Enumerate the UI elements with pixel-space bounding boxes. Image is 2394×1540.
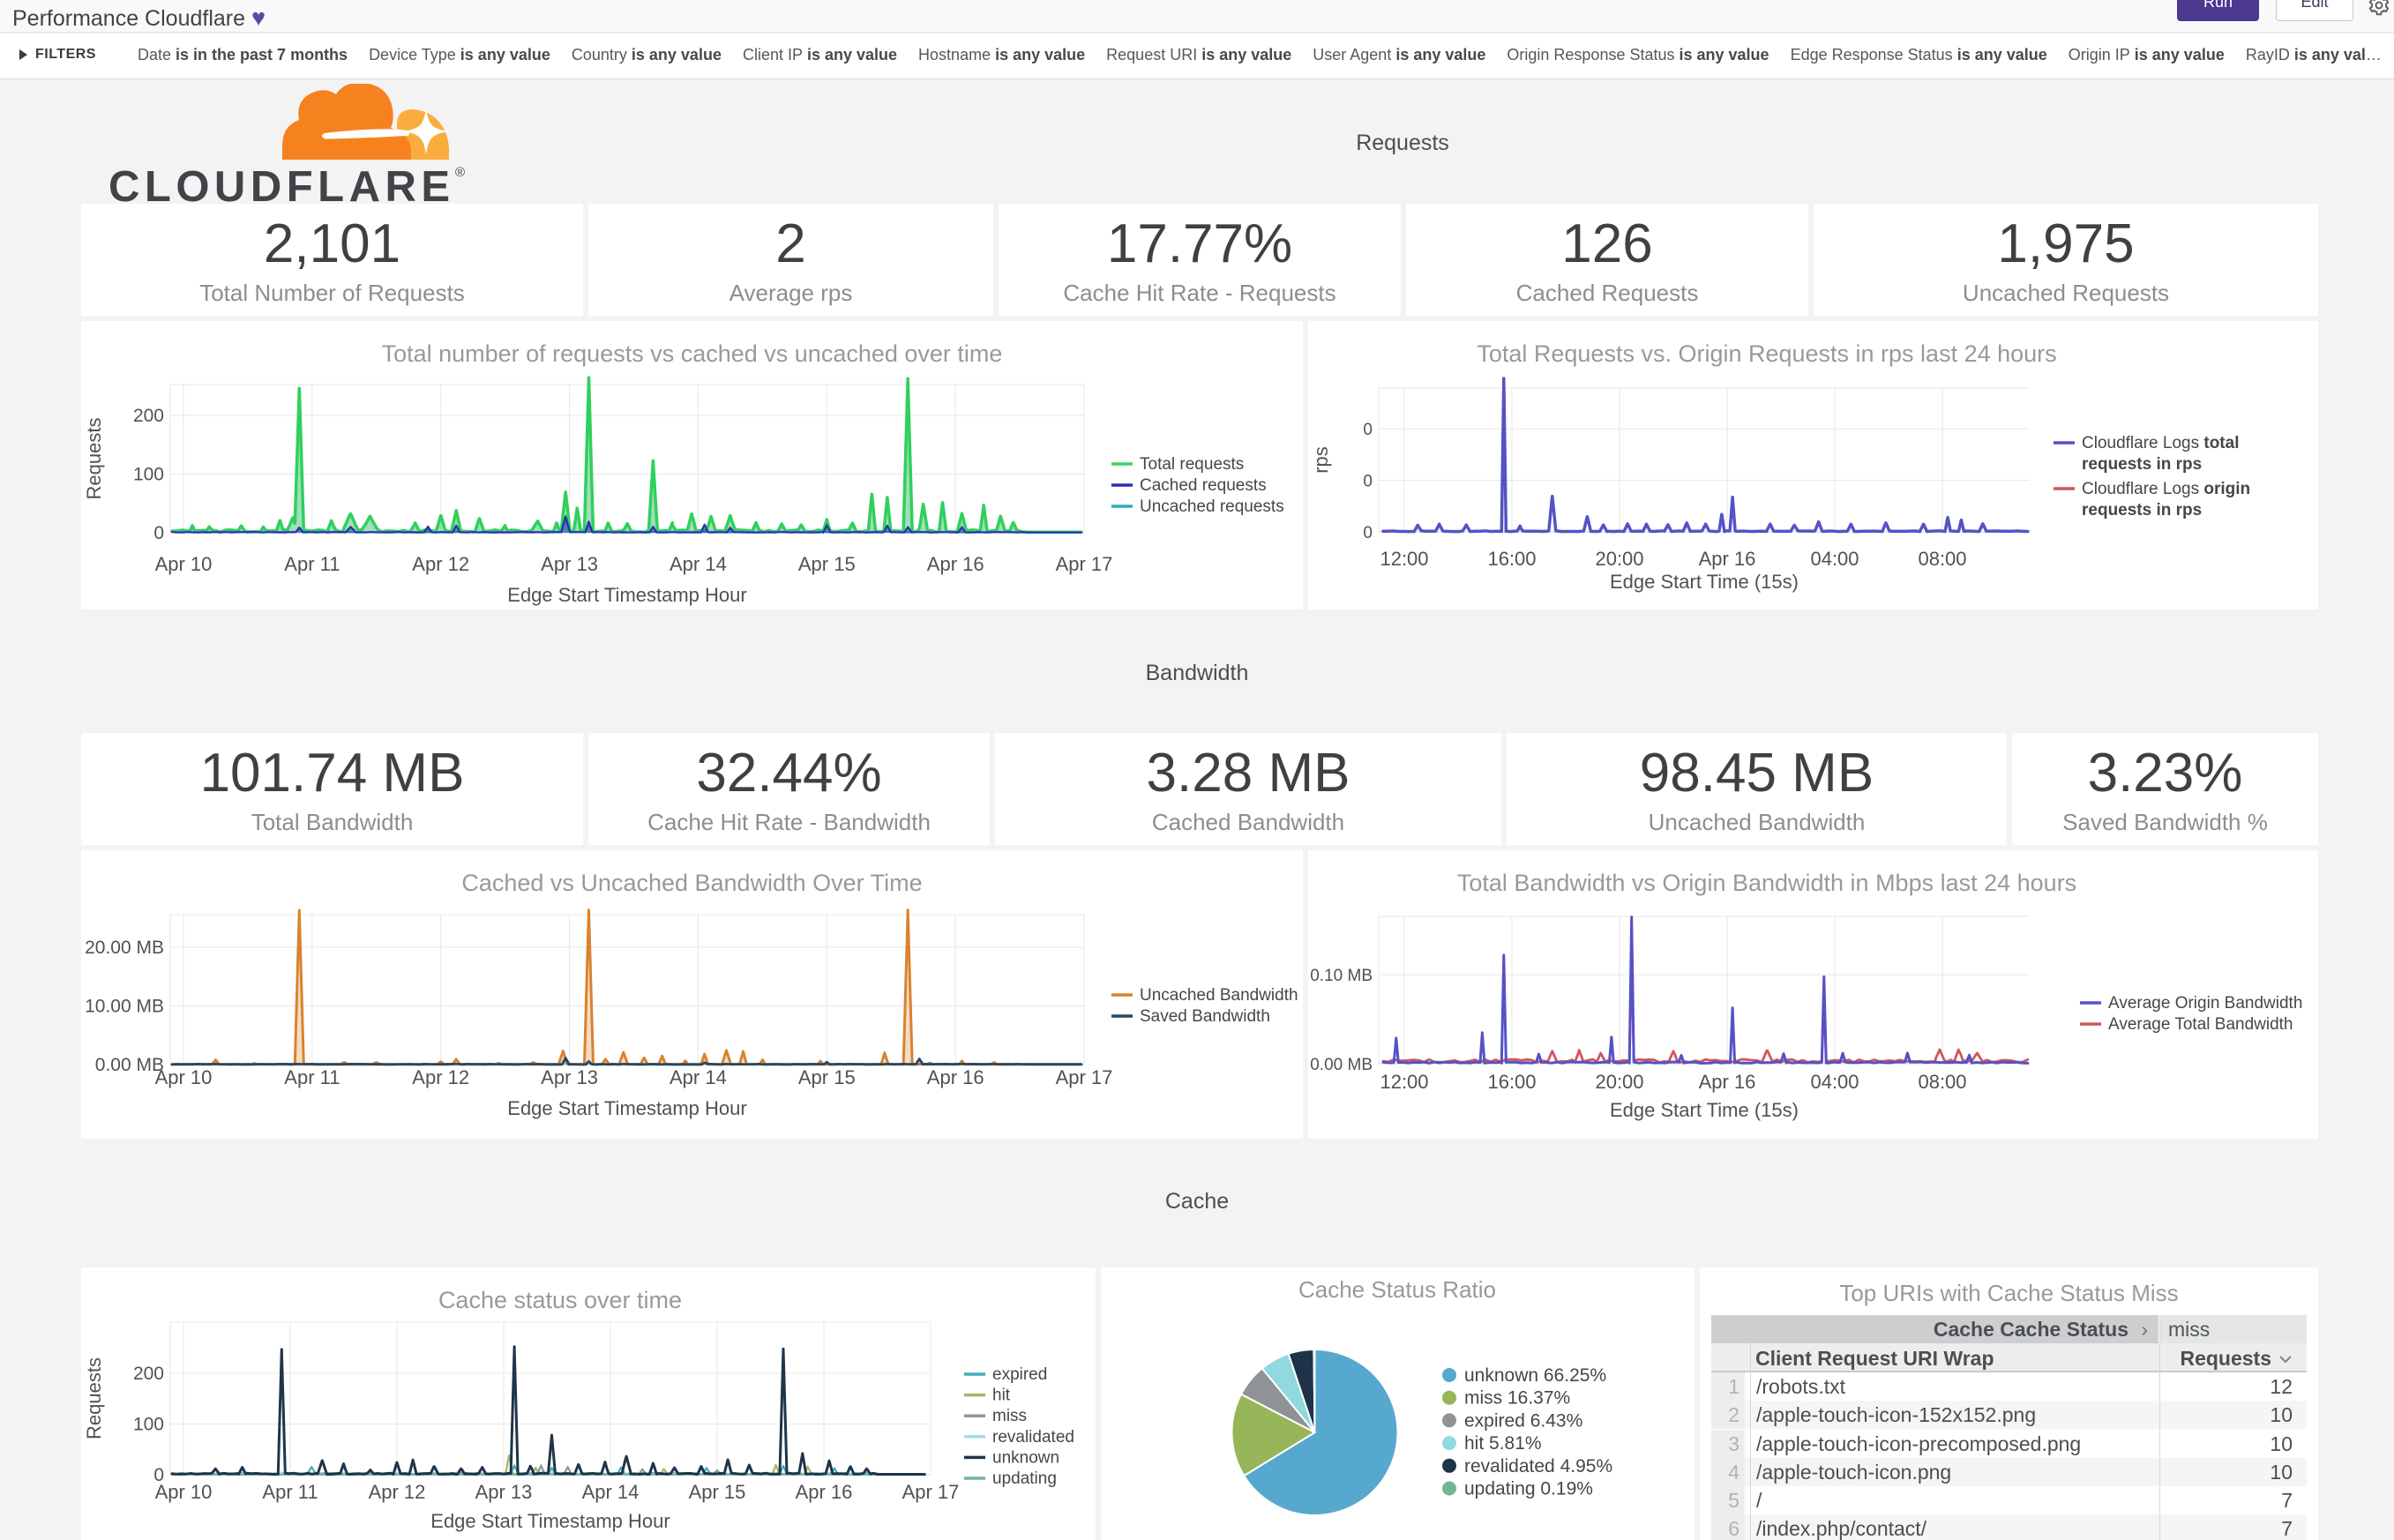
svg-text:08:00: 08:00 [1918,548,1966,570]
svg-text:Average Origin Bandwidth: Average Origin Bandwidth [2108,994,2302,1013]
svg-text:requests in rps: requests in rps [2082,501,2202,520]
svg-text:Apr 16: Apr 16 [927,553,984,575]
svg-text:Cached requests: Cached requests [1140,476,1267,495]
svg-text:10.00 MB: 10.00 MB [85,997,164,1017]
svg-text:hit 5.81%: hit 5.81% [1464,1433,1542,1454]
svg-text:0.00 MB: 0.00 MB [95,1055,164,1075]
svg-text:20:00: 20:00 [1595,548,1643,570]
svg-text:16:00: 16:00 [1487,548,1536,570]
svg-text:Edge Start Timestamp Hour: Edge Start Timestamp Hour [430,1510,670,1532]
svg-text:Apr 16: Apr 16 [1699,1071,1756,1093]
svg-text:unknown 66.25%: unknown 66.25% [1464,1365,1606,1386]
svg-text:Apr 14: Apr 14 [582,1481,640,1503]
svg-text:0: 0 [1363,473,1373,491]
svg-text:Apr 14: Apr 14 [670,1066,727,1088]
svg-text:Cache Status Ratio: Cache Status Ratio [1298,1276,1496,1303]
svg-text:Apr 15: Apr 15 [798,553,856,575]
svg-text:updating 0.19%: updating 0.19% [1464,1479,1593,1499]
svg-text:0.10 MB: 0.10 MB [1310,967,1373,985]
svg-text:revalidated: revalidated [992,1428,1074,1447]
svg-text:revalidated 4.95%: revalidated 4.95% [1464,1456,1612,1476]
svg-text:Apr 16: Apr 16 [927,1066,984,1088]
svg-text:Requests: Requests [83,1357,105,1439]
svg-text:Apr 10: Apr 10 [155,1066,213,1088]
svg-text:Requests: Requests [83,418,105,500]
svg-text:Total number of requests vs ca: Total number of requests vs cached vs un… [382,340,1003,367]
svg-text:Apr 12: Apr 12 [412,553,469,575]
svg-text:Edge Start Timestamp Hour: Edge Start Timestamp Hour [507,1097,746,1119]
svg-text:expired: expired [992,1365,1047,1384]
svg-text:CLOUDFLARE: CLOUDFLARE [108,163,455,211]
svg-text:Apr 14: Apr 14 [670,553,727,575]
svg-text:Edge Start Timestamp Hour: Edge Start Timestamp Hour [507,584,746,606]
svg-text:20.00 MB: 20.00 MB [85,938,164,958]
svg-text:0: 0 [153,1465,164,1485]
svg-text:Apr 17: Apr 17 [1056,1066,1113,1088]
svg-text:updating: updating [992,1469,1057,1488]
svg-text:Apr 11: Apr 11 [284,553,340,575]
svg-text:Apr 10: Apr 10 [155,1481,213,1503]
svg-text:Apr 16: Apr 16 [796,1481,853,1503]
svg-text:Cache status over time: Cache status over time [438,1287,682,1313]
svg-text:04:00: 04:00 [1810,548,1859,570]
svg-text:Apr 10: Apr 10 [155,553,213,575]
svg-text:Total Bandwidth vs Origin Band: Total Bandwidth vs Origin Bandwidth in M… [1457,870,2076,896]
svg-text:miss 16.37%: miss 16.37% [1464,1388,1570,1409]
svg-text:Edge Start Time (15s): Edge Start Time (15s) [1610,571,1799,593]
svg-text:Cached vs Uncached Bandwidth O: Cached vs Uncached Bandwidth Over Time [461,870,922,896]
svg-text:16:00: 16:00 [1487,1071,1536,1093]
svg-text:0: 0 [1363,421,1373,439]
svg-text:200: 200 [133,406,164,426]
svg-text:Uncached requests: Uncached requests [1140,497,1284,516]
svg-text:hit: hit [992,1387,1011,1405]
svg-text:requests in rps: requests in rps [2082,455,2202,474]
svg-text:20:00: 20:00 [1595,1071,1643,1093]
svg-text:miss: miss [992,1407,1027,1425]
svg-text:Average Total Bandwidth: Average Total Bandwidth [2108,1015,2293,1034]
svg-text:0: 0 [153,523,164,543]
svg-text:100: 100 [133,1415,164,1435]
svg-text:200: 200 [133,1364,164,1384]
svg-text:12:00: 12:00 [1380,1071,1428,1093]
svg-text:0.00 MB: 0.00 MB [1310,1056,1373,1074]
svg-text:Apr 13: Apr 13 [541,553,598,575]
svg-text:Total Requests vs. Origin Requ: Total Requests vs. Origin Requests in rp… [1477,340,2056,367]
svg-text:Total requests: Total requests [1140,455,1244,474]
svg-text:12:00: 12:00 [1380,548,1428,570]
svg-text:Apr 15: Apr 15 [689,1481,746,1503]
svg-text:Apr 17: Apr 17 [902,1481,960,1503]
svg-text:Apr 11: Apr 11 [284,1066,340,1088]
svg-text:08:00: 08:00 [1918,1071,1966,1093]
svg-text:Apr 17: Apr 17 [1056,553,1113,575]
svg-text:Apr 16: Apr 16 [1699,548,1756,570]
svg-text:Apr 13: Apr 13 [475,1481,533,1503]
svg-text:Apr 15: Apr 15 [798,1066,856,1088]
svg-text:Uncached Bandwidth: Uncached Bandwidth [1140,986,1298,1005]
svg-text:®: ® [455,165,465,180]
svg-text:Apr 12: Apr 12 [412,1066,469,1088]
svg-text:unknown: unknown [992,1448,1059,1467]
svg-text:Apr 12: Apr 12 [369,1481,426,1503]
svg-text:Apr 11: Apr 11 [262,1481,318,1503]
svg-text:0: 0 [1363,524,1373,542]
svg-text:expired 6.43%: expired 6.43% [1464,1410,1582,1431]
svg-text:100: 100 [133,465,164,485]
svg-text:Cloudflare Logs total: Cloudflare Logs total [2082,434,2239,452]
svg-text:04:00: 04:00 [1810,1071,1859,1093]
svg-text:Saved Bandwidth: Saved Bandwidth [1140,1007,1270,1026]
svg-text:rps: rps [1310,446,1332,474]
svg-text:Apr 13: Apr 13 [541,1066,598,1088]
svg-text:Edge Start Time (15s): Edge Start Time (15s) [1610,1099,1799,1121]
svg-text:Cloudflare Logs origin: Cloudflare Logs origin [2082,480,2250,498]
